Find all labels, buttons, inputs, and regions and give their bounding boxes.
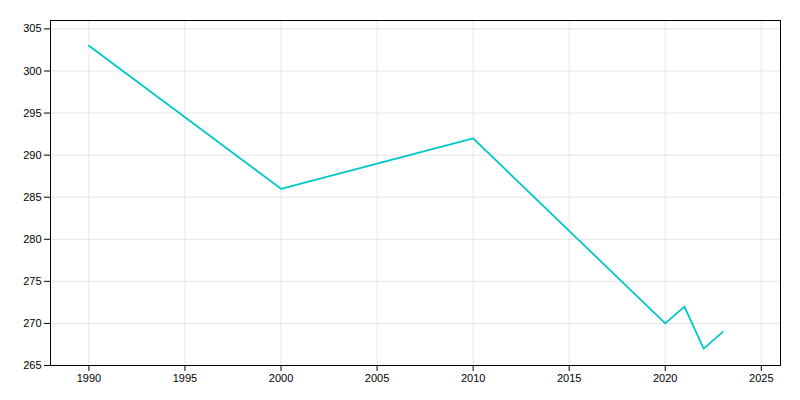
svg-text:2025: 2025 (749, 372, 773, 384)
svg-text:2010: 2010 (461, 372, 485, 384)
svg-text:285: 285 (23, 191, 41, 203)
svg-text:1990: 1990 (77, 372, 101, 384)
svg-text:275: 275 (23, 275, 41, 287)
svg-text:2005: 2005 (365, 372, 389, 384)
svg-text:300: 300 (23, 65, 41, 77)
svg-text:305: 305 (23, 22, 41, 34)
svg-text:1995: 1995 (173, 372, 197, 384)
svg-text:270: 270 (23, 317, 41, 329)
svg-text:265: 265 (23, 359, 41, 371)
svg-text:2000: 2000 (269, 372, 293, 384)
svg-text:280: 280 (23, 233, 41, 245)
svg-text:2015: 2015 (557, 372, 581, 384)
svg-text:2020: 2020 (653, 372, 677, 384)
svg-text:290: 290 (23, 149, 41, 161)
svg-text:295: 295 (23, 107, 41, 119)
